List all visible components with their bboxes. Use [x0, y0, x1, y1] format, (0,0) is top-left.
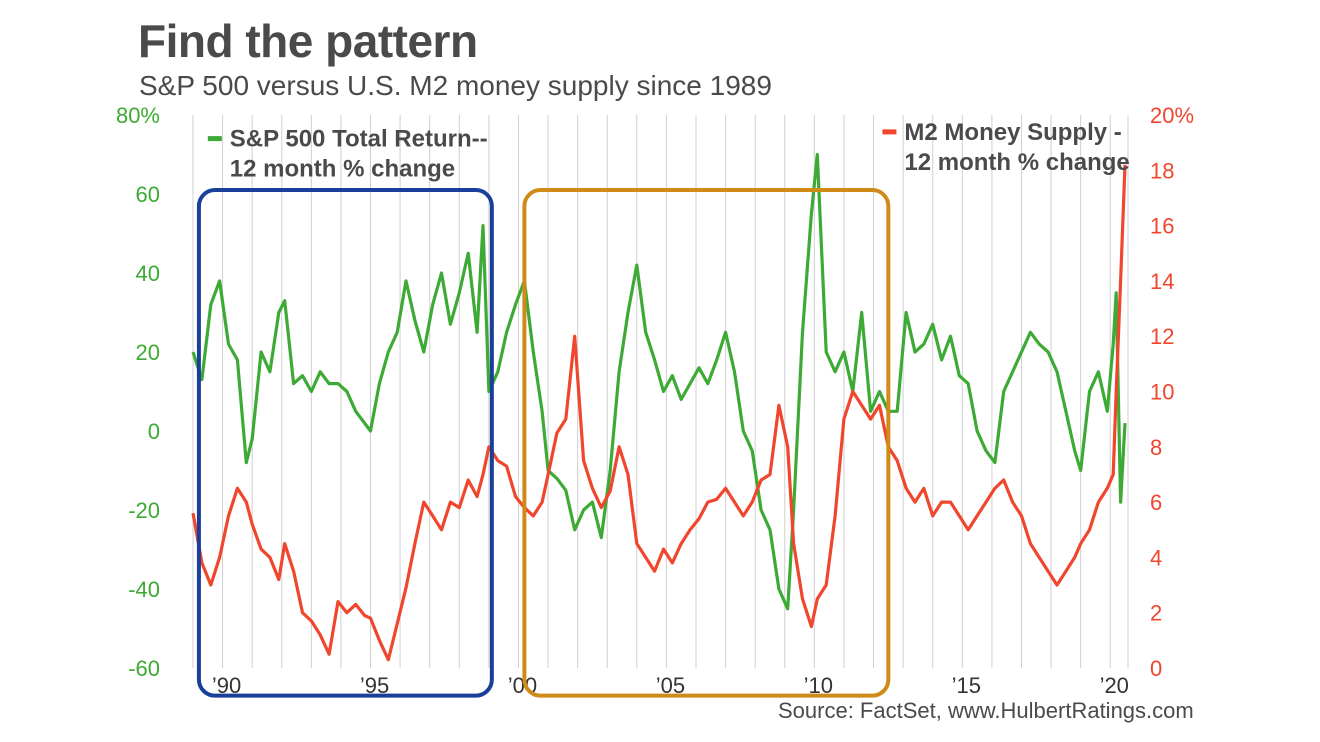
- left-tick-label: 0: [148, 419, 160, 444]
- orange-highlight-box: [522, 188, 891, 698]
- m2-legend-label: M2 Money Supply -: [904, 119, 1121, 146]
- right-tick-label: 0: [1150, 656, 1162, 681]
- series-layer: [191, 152, 1127, 662]
- sp500-legend-label: 12 month % change: [230, 156, 455, 183]
- x-tick-label: ’15: [952, 673, 981, 698]
- left-tick-label: -60: [128, 656, 160, 681]
- m2-series-line: [191, 164, 1127, 662]
- chart-title: Find the pattern: [138, 15, 478, 67]
- right-tick-label: 20%: [1150, 103, 1194, 128]
- left-tick-label: -40: [128, 577, 160, 602]
- right-tick-label: 6: [1150, 490, 1162, 515]
- left-tick-label: 40: [136, 261, 160, 286]
- left-tick-label: 20: [136, 340, 160, 365]
- blue-highlight-box: [196, 188, 494, 698]
- legend: S&P 500 Total Return-- 12 month % change M…: [207, 119, 1130, 183]
- m2-legend-label: 12 month % change: [904, 149, 1129, 176]
- highlight-boxes: [196, 188, 891, 698]
- right-tick-label: 12: [1150, 324, 1174, 349]
- sp500-series-line: [191, 152, 1127, 611]
- left-tick-label: 60: [136, 182, 160, 207]
- left-tick-label: 80%: [116, 103, 160, 128]
- left-axis: -60 -40 -20 0 20 40 60 80%: [116, 103, 160, 681]
- right-tick-label: 14: [1150, 269, 1174, 294]
- left-tick-label: -20: [128, 498, 160, 523]
- right-tick-label: 8: [1150, 435, 1162, 460]
- right-tick-label: 16: [1150, 214, 1174, 239]
- x-tick-label: ’20: [1100, 673, 1129, 698]
- right-tick-label: 18: [1150, 158, 1174, 183]
- right-axis: 0 2 4 6 8 10 12 14 16 18 20%: [1150, 103, 1194, 681]
- sp500-legend-label: S&P 500 Total Return--: [230, 126, 488, 153]
- right-tick-label: 4: [1150, 545, 1162, 570]
- right-tick-label: 10: [1150, 380, 1174, 405]
- chart-subtitle: S&P 500 versus U.S. M2 money supply sinc…: [139, 70, 772, 101]
- right-tick-label: 2: [1150, 601, 1162, 626]
- source-note: Source: FactSet, www.HulbertRatings.com: [778, 698, 1194, 723]
- grid-lines: [192, 115, 1129, 668]
